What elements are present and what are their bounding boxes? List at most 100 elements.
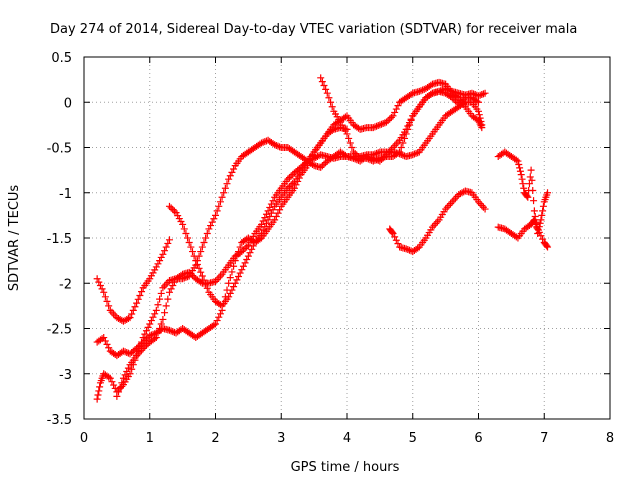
y-tick-label: 0.5 (51, 51, 72, 66)
data-point (389, 229, 397, 237)
data-point (156, 325, 164, 332)
data-point (202, 280, 210, 288)
data-point (448, 94, 456, 102)
data-point (414, 149, 422, 157)
data-point (528, 176, 536, 184)
data-point (539, 235, 547, 243)
data-point (147, 317, 155, 325)
data-point (133, 299, 141, 307)
data-point (350, 148, 358, 156)
data-point (475, 92, 482, 100)
data-point (325, 94, 333, 102)
data-point (179, 220, 187, 228)
data-point (233, 276, 241, 284)
data-point (412, 149, 420, 157)
data-point (121, 371, 129, 379)
data-point (230, 165, 238, 173)
data-point (154, 301, 162, 309)
data-point (105, 344, 113, 352)
x-tick-label: 3 (277, 431, 285, 446)
data-point (384, 117, 392, 125)
data-point (271, 141, 279, 149)
data-point (433, 218, 441, 226)
data-point (188, 248, 196, 256)
data-point (123, 367, 131, 375)
data-point (409, 151, 417, 159)
data-point (450, 196, 458, 204)
data-point (121, 348, 129, 356)
data-point (388, 228, 396, 236)
data-point (427, 81, 435, 89)
grid-lines (83, 56, 611, 420)
data-point (539, 202, 547, 210)
data-point (537, 232, 545, 240)
data-point (129, 306, 137, 314)
data-point (167, 204, 175, 212)
data-point (123, 315, 131, 323)
data-point (139, 344, 147, 352)
data-point (338, 121, 346, 129)
data-point (392, 140, 400, 148)
y-tick-label: -1 (59, 187, 72, 202)
data-point (98, 285, 106, 293)
data-point (165, 326, 173, 334)
x-tick-label: 8 (606, 431, 614, 446)
data-point (404, 125, 412, 133)
data-point (284, 175, 292, 183)
data-point (271, 216, 279, 224)
data-point (230, 262, 238, 270)
data-point (295, 169, 303, 177)
data-point (193, 260, 201, 268)
data-point (151, 266, 159, 274)
data-point (289, 170, 297, 178)
data-point (215, 313, 223, 321)
data-point (458, 97, 466, 105)
data-point (103, 340, 111, 348)
data-point (402, 130, 410, 138)
data-point (226, 289, 234, 297)
data-point (318, 162, 326, 170)
data-point (203, 229, 211, 237)
data-point (180, 225, 188, 233)
data-point (95, 278, 103, 286)
data-series (317, 74, 482, 165)
data-point (523, 192, 531, 200)
x-tick-labels: 0 1 2 3 4 5 6 7 8 (80, 431, 614, 446)
data-point (378, 120, 386, 128)
data-point (371, 150, 379, 158)
data-point (238, 266, 246, 274)
data-point (106, 306, 114, 314)
data-point (479, 203, 487, 211)
data-point (456, 98, 464, 106)
data-point (267, 209, 275, 217)
data-point (197, 268, 205, 276)
data-point (451, 194, 459, 202)
data-point (289, 179, 297, 187)
data-point (225, 293, 233, 301)
y-tick-label: -0.5 (47, 142, 72, 157)
data-point (264, 216, 272, 224)
x-tick-label: 5 (409, 431, 417, 446)
data-point (397, 144, 405, 151)
data-point (477, 117, 485, 125)
x-tick-label: 1 (146, 431, 154, 446)
data-point (524, 193, 532, 201)
data-point (243, 243, 251, 251)
data-point (156, 257, 164, 265)
data-point (192, 257, 200, 265)
data-point (197, 248, 205, 256)
data-point (187, 270, 195, 278)
data-point (455, 100, 463, 108)
data-point (116, 383, 124, 391)
data-point (157, 320, 165, 328)
data-series (386, 187, 489, 256)
x-tick-label: 4 (343, 431, 351, 446)
data-point (106, 374, 114, 382)
data-point (374, 155, 382, 163)
data-point (208, 218, 216, 226)
data-point (363, 154, 371, 162)
data-point (535, 228, 543, 236)
data-point (341, 113, 349, 121)
data-point (259, 226, 267, 234)
data-point (369, 124, 377, 132)
